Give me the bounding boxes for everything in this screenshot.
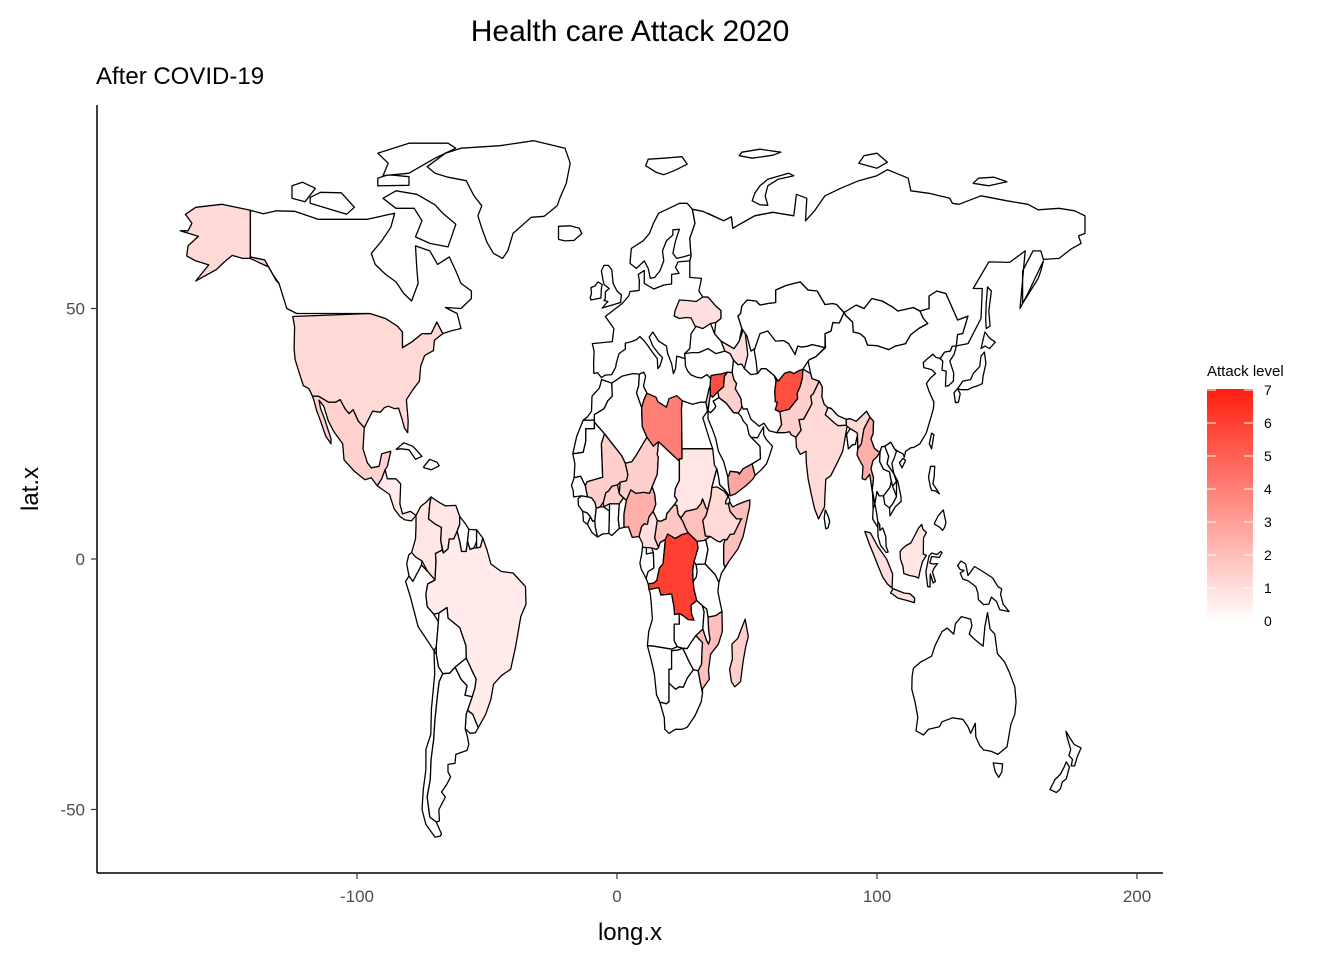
region-central-america bbox=[376, 469, 417, 522]
legend-tick-label: 1 bbox=[1264, 580, 1272, 596]
region-java bbox=[889, 587, 916, 604]
region-australia bbox=[911, 611, 1017, 756]
region-hispaniola bbox=[422, 458, 440, 471]
region-eritrea bbox=[711, 468, 730, 498]
region-oman-uae bbox=[750, 426, 774, 476]
region-luzon bbox=[927, 465, 941, 495]
region-new-siberian-islands bbox=[972, 176, 1008, 187]
legend-ticks: 0 1 2 3 4 5 6 7 bbox=[1207, 382, 1272, 629]
x-tick-label: 200 bbox=[1123, 887, 1151, 906]
y-tick-label: 0 bbox=[76, 550, 85, 569]
region-franz-josef-land bbox=[738, 148, 782, 159]
x-tick-label: 100 bbox=[863, 887, 891, 906]
region-madagascar bbox=[728, 618, 749, 688]
region-kyushu bbox=[953, 388, 961, 404]
region-nigeria bbox=[623, 486, 657, 539]
region-great-britain bbox=[600, 264, 623, 309]
region-sri-lanka bbox=[823, 509, 831, 530]
region-peru bbox=[404, 564, 440, 652]
region-taiwan bbox=[928, 432, 935, 450]
legend-tick-label: 6 bbox=[1264, 415, 1272, 431]
region-victoria-island bbox=[309, 191, 356, 215]
region-burkina-faso bbox=[602, 484, 625, 508]
region-cambodia bbox=[882, 480, 898, 509]
chart-subtitle: After COVID-19 bbox=[96, 63, 264, 90]
region-korea bbox=[939, 345, 957, 387]
region-alaska-usa- bbox=[179, 203, 252, 282]
region-cuba bbox=[395, 442, 423, 460]
region-kenya bbox=[704, 535, 726, 584]
region-iceland bbox=[557, 225, 583, 242]
region-svalbard bbox=[644, 156, 688, 176]
region-sulawesi bbox=[925, 550, 943, 588]
region-malay-peninsula bbox=[877, 520, 889, 554]
x-axis-title: long.x bbox=[598, 919, 662, 946]
region-south-africa bbox=[659, 669, 704, 734]
region-baffin-island bbox=[382, 190, 457, 248]
region-greenland bbox=[426, 140, 571, 260]
region-new-zealand-south bbox=[1049, 761, 1071, 794]
region-canada bbox=[249, 209, 473, 349]
region-tasmania bbox=[992, 762, 1004, 779]
legend-tick-label: 3 bbox=[1264, 514, 1272, 530]
legend-tick-label: 2 bbox=[1264, 547, 1272, 563]
region-devon-island bbox=[377, 174, 410, 187]
x-tick-label: 0 bbox=[612, 887, 621, 906]
region-sakhalin bbox=[985, 286, 993, 330]
legend-tick-label: 0 bbox=[1264, 613, 1272, 629]
x-axis-ticks: -100 0 100 200 bbox=[340, 873, 1151, 906]
legend-colorbar bbox=[1207, 389, 1253, 622]
region-ireland bbox=[589, 281, 603, 301]
region-new-guinea bbox=[956, 560, 1010, 613]
legend-tick-label: 7 bbox=[1264, 382, 1272, 398]
region-hainan bbox=[898, 457, 907, 469]
region-japan-honshu bbox=[956, 351, 987, 391]
region-ellesmere-island bbox=[377, 142, 457, 177]
legend-title: Attack level bbox=[1207, 363, 1284, 380]
region-ivory-coast bbox=[594, 506, 611, 538]
y-tick-label: 50 bbox=[66, 300, 85, 319]
legend-tick-label: 4 bbox=[1264, 481, 1272, 497]
region-rwanda-burundi bbox=[692, 561, 698, 583]
y-tick-label: -50 bbox=[60, 801, 85, 820]
region-argentina bbox=[426, 666, 473, 823]
chart-title: Health care Attack 2020 bbox=[471, 15, 790, 48]
y-axis-title: lat.x bbox=[17, 467, 44, 511]
legend: Attack level 0 1 2 3 4 5 6 7 bbox=[1207, 363, 1284, 629]
region-egypt bbox=[680, 400, 714, 450]
region-banks-island bbox=[291, 181, 317, 203]
region-hokkaido bbox=[980, 331, 996, 350]
region-severnaya-zemlya bbox=[858, 152, 889, 169]
region-novaya-zemlya bbox=[751, 172, 795, 206]
y-axis-ticks: -50 0 50 bbox=[60, 300, 97, 820]
region-mindanao bbox=[933, 509, 947, 532]
region-vietnam bbox=[884, 441, 902, 517]
region-russia bbox=[689, 169, 1086, 350]
region-sumatra bbox=[864, 530, 894, 589]
region-new-zealand-north bbox=[1065, 730, 1082, 767]
legend-tick-label: 5 bbox=[1264, 448, 1272, 464]
region-borneo bbox=[899, 523, 928, 579]
region-central-asia bbox=[753, 330, 826, 382]
x-tick-label: -100 bbox=[340, 887, 374, 906]
map-regions bbox=[179, 140, 1086, 838]
region-bangladesh bbox=[845, 428, 859, 450]
